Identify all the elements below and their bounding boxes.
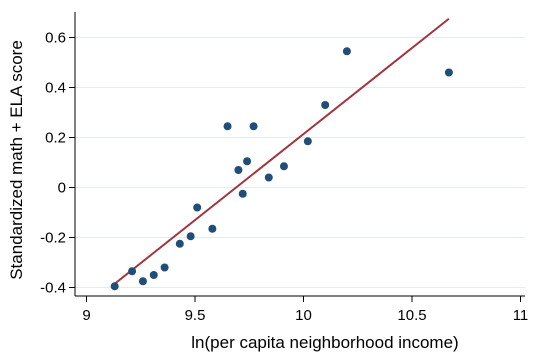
data-point-4 xyxy=(160,263,169,272)
data-point-19 xyxy=(444,68,453,77)
x-tick-label-2: 10 xyxy=(295,307,312,324)
y-tick-label-2: 0 xyxy=(58,180,66,197)
x-axis-ticks: 9 9.5 10 10.5 11 xyxy=(82,296,528,324)
data-point-12 xyxy=(243,157,252,166)
data-point-10 xyxy=(234,166,243,174)
x-tick-label-0: 9 xyxy=(82,307,90,324)
data-point-0 xyxy=(110,282,119,291)
data-point-14 xyxy=(264,173,273,182)
data-point-13 xyxy=(249,122,258,131)
y-axis-title: Standardized math + ELA score xyxy=(7,40,26,280)
x-tick-label-3: 10.5 xyxy=(397,307,426,324)
data-point-2 xyxy=(138,277,147,286)
y-tick-label-4: 0.4 xyxy=(45,80,66,97)
data-point-18 xyxy=(342,47,351,56)
data-point-5 xyxy=(175,239,184,248)
data-point-9 xyxy=(223,122,232,131)
gridlines xyxy=(75,37,525,288)
x-tick-label-1: 9.5 xyxy=(185,307,206,324)
data-point-7 xyxy=(193,203,202,212)
data-point-6 xyxy=(186,232,195,241)
y-tick-label-3: 0.2 xyxy=(45,130,66,147)
y-tick-label-1: -0.2 xyxy=(40,230,66,247)
y-tick-label-0: -0.4 xyxy=(40,280,66,297)
data-point-15 xyxy=(279,162,288,171)
data-point-3 xyxy=(149,271,158,279)
x-axis-title: ln(per capita neighborhood income) xyxy=(191,333,458,352)
fit-line-group xyxy=(114,17,450,285)
data-point-11 xyxy=(238,189,247,198)
y-axis-ticks: -0.4 -0.2 0 0.2 0.4 0.6 xyxy=(40,30,75,297)
data-point-8 xyxy=(208,224,217,233)
data-point-16 xyxy=(303,137,312,146)
fit-line xyxy=(114,17,450,285)
data-point-1 xyxy=(128,267,137,276)
x-tick-label-4: 11 xyxy=(513,307,529,324)
data-points xyxy=(110,47,453,291)
y-tick-label-5: 0.6 xyxy=(45,30,66,47)
data-point-17 xyxy=(321,101,330,109)
